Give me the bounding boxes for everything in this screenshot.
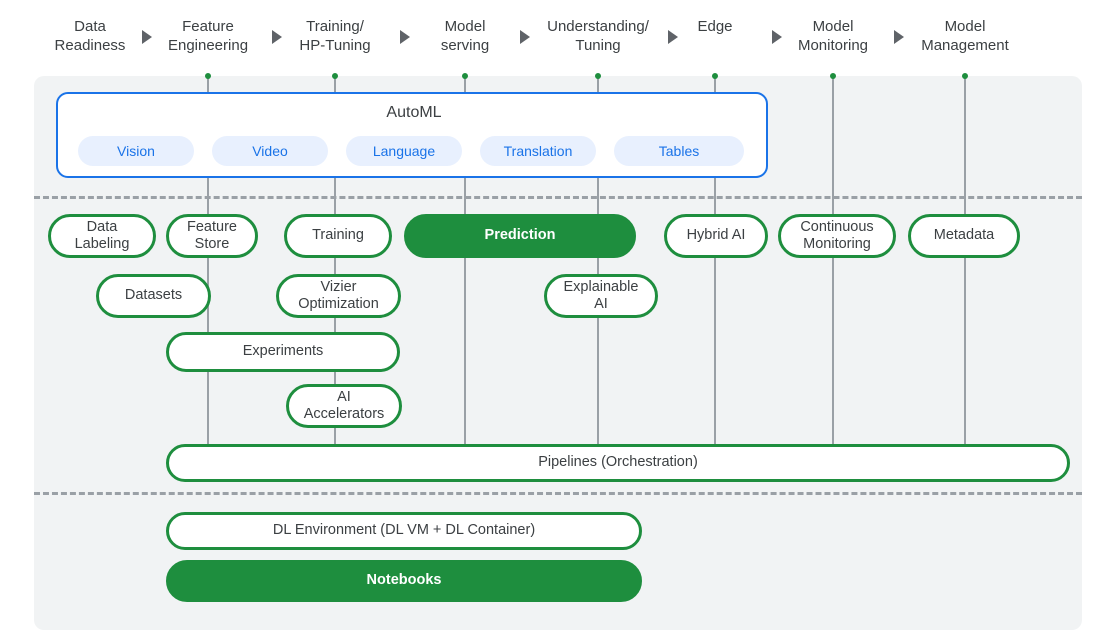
automl-pill-tables: Tables bbox=[614, 136, 744, 166]
stage-label-7: Model Management bbox=[895, 18, 1035, 56]
component-pill: AI Accelerators bbox=[286, 384, 402, 428]
stage-arrow-icon bbox=[400, 30, 410, 44]
stage-arrow-icon bbox=[142, 30, 152, 44]
component-pill: DL Environment (DL VM + DL Container) bbox=[166, 512, 642, 550]
component-pill: Metadata bbox=[908, 214, 1020, 258]
stage-vline-dot bbox=[962, 73, 968, 79]
stage-arrow-icon bbox=[894, 30, 904, 44]
automl-pill-video: Video bbox=[212, 136, 328, 166]
component-pill: Data Labeling bbox=[48, 214, 156, 258]
component-pill: Training bbox=[284, 214, 392, 258]
stage-vline-dot bbox=[462, 73, 468, 79]
stage-arrow-icon bbox=[668, 30, 678, 44]
automl-pill-vision: Vision bbox=[78, 136, 194, 166]
stage-vline-dot bbox=[205, 73, 211, 79]
automl-pill-translation: Translation bbox=[480, 136, 596, 166]
stage-vline-dot bbox=[712, 73, 718, 79]
component-pill: Feature Store bbox=[166, 214, 258, 258]
component-pill: Notebooks bbox=[166, 560, 642, 602]
component-pill: Hybrid AI bbox=[664, 214, 768, 258]
component-pill: Continuous Monitoring bbox=[778, 214, 896, 258]
section-divider bbox=[34, 492, 1082, 495]
stage-label-1: Feature Engineering bbox=[138, 18, 278, 56]
stage-vline-dot bbox=[595, 73, 601, 79]
component-pill: Experiments bbox=[166, 332, 400, 372]
component-pill: Datasets bbox=[96, 274, 211, 318]
stage-vline bbox=[832, 76, 834, 444]
stage-arrow-icon bbox=[272, 30, 282, 44]
stage-label-2: Training/ HP-Tuning bbox=[265, 18, 405, 56]
automl-pill-language: Language bbox=[346, 136, 462, 166]
section-divider bbox=[34, 196, 1082, 199]
stage-vline-dot bbox=[332, 73, 338, 79]
stage-header: Data ReadinessFeature EngineeringTrainin… bbox=[0, 18, 1116, 68]
component-pill: Pipelines (Orchestration) bbox=[166, 444, 1070, 482]
stage-vline-dot bbox=[830, 73, 836, 79]
stage-arrow-icon bbox=[772, 30, 782, 44]
stage-arrow-icon bbox=[520, 30, 530, 44]
stage-label-6: Model Monitoring bbox=[763, 18, 903, 56]
component-pill: Prediction bbox=[404, 214, 636, 258]
component-pill: Vizier Optimization bbox=[276, 274, 401, 318]
stage-vline bbox=[964, 76, 966, 444]
stage-label-3: Model serving bbox=[395, 18, 535, 56]
component-pill: Explainable AI bbox=[544, 274, 658, 318]
automl-title: AutoML bbox=[58, 104, 770, 122]
